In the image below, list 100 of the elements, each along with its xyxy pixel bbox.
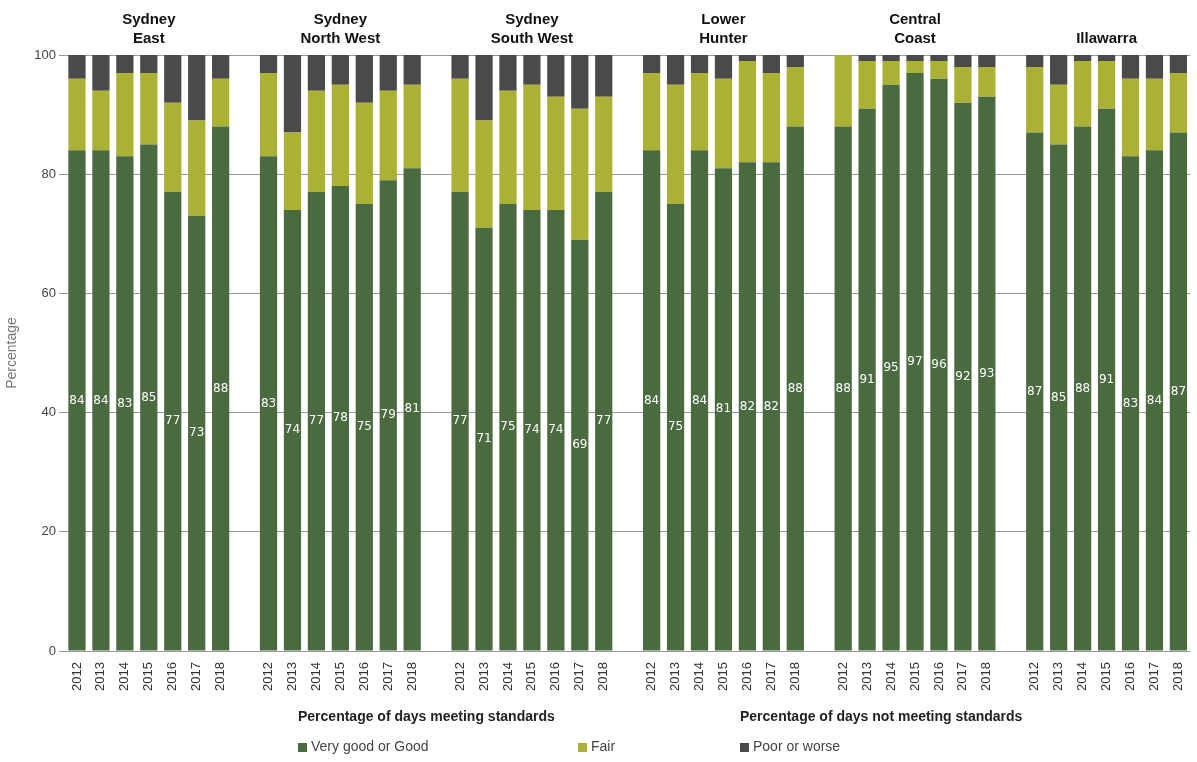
bar [1074,55,1092,61]
data-label: 82 [739,398,756,413]
bar [1121,55,1140,79]
bar [1050,144,1068,651]
bar [1169,132,1188,651]
x-tick-label: 2015 [523,662,539,691]
data-label: 83 [117,395,133,410]
bar [571,239,589,651]
bar [882,84,900,651]
bar [307,90,326,193]
bar [1169,55,1188,73]
bar [475,227,493,651]
bar [475,55,493,121]
data-label: 82 [763,398,779,413]
bar [714,168,733,651]
bar [140,144,158,651]
text: Central Coast [889,10,941,46]
data-label: 84 [1146,392,1163,407]
data-label: 75 [500,419,516,434]
bar [283,209,302,651]
data-label: 84 [643,392,660,407]
bar [571,55,589,109]
bar [595,192,613,651]
x-tick-label: 2014 [882,662,898,691]
bar [906,55,924,61]
bar [379,180,397,651]
y-tick-label: 100 [34,46,56,62]
x-tick-label: 2017 [188,662,204,691]
x-tick-label: 2015 [715,662,731,691]
bar [355,102,373,204]
data-label: 77 [452,413,468,428]
bar [475,120,493,228]
bar [116,55,134,73]
bar [116,156,134,651]
bar [68,150,86,651]
bar [499,55,517,91]
bar [1074,126,1092,651]
bar [1097,108,1116,651]
bar [738,55,757,61]
bar [1145,78,1164,151]
bar [331,55,349,85]
bar [188,215,206,651]
bar [212,126,230,651]
bar [954,66,972,103]
bar [690,55,709,73]
bar [499,204,517,651]
bar [1074,60,1092,127]
bar [1145,150,1164,651]
bar [978,96,996,651]
data-label: 81 [404,401,420,416]
x-tick-label: 2014 [1074,662,1090,691]
data-label: 77 [165,413,181,428]
y-tick-label: 40 [41,404,56,420]
bar [547,96,565,210]
x-tick-label: 2017 [954,662,970,691]
y-tick-label: 60 [41,284,56,300]
bar [834,55,852,127]
x-tick-label: 2015 [906,662,922,691]
bar [762,72,780,163]
bar [379,55,397,91]
bar [92,150,110,651]
x-tick-label: 2016 [930,662,946,691]
bar [1145,55,1164,79]
x-tick-label: 2016 [355,662,371,691]
bar [666,84,685,204]
data-label: 73 [189,425,205,440]
data-label: 87 [1027,383,1043,398]
bar [906,60,924,73]
data-label: 93 [979,365,995,380]
data-label: 91 [1098,371,1115,386]
x-tick-label: 2013 [92,662,108,691]
bar [523,55,541,85]
x-tick-label: 2018 [212,662,228,691]
bar [92,90,110,151]
bar [690,150,709,651]
x-tick-label: 2017 [571,662,587,691]
bar [666,204,685,651]
text: Percentage of days meeting standards [298,708,555,726]
bar [547,55,565,97]
bar [259,55,278,73]
y-tick-label: 0 [48,642,56,658]
bar [547,209,565,651]
data-label: 88 [835,380,851,395]
bar [451,192,469,651]
bar [954,55,972,67]
bar [1169,72,1188,133]
bar [882,55,900,61]
data-label: 84 [93,392,109,407]
y-tick-label: 80 [41,165,56,181]
bar [1050,84,1068,145]
x-tick-label: 2014 [499,662,515,691]
bar [714,55,733,79]
data-label: 75 [667,419,684,434]
bar [595,96,613,193]
x-tick-label: 2014 [116,662,132,691]
bar [307,192,326,651]
bar [930,55,948,61]
x-tick-label: 2013 [284,662,300,691]
x-tick-label: 2015 [140,662,156,691]
x-tick-label: 2016 [164,662,180,691]
